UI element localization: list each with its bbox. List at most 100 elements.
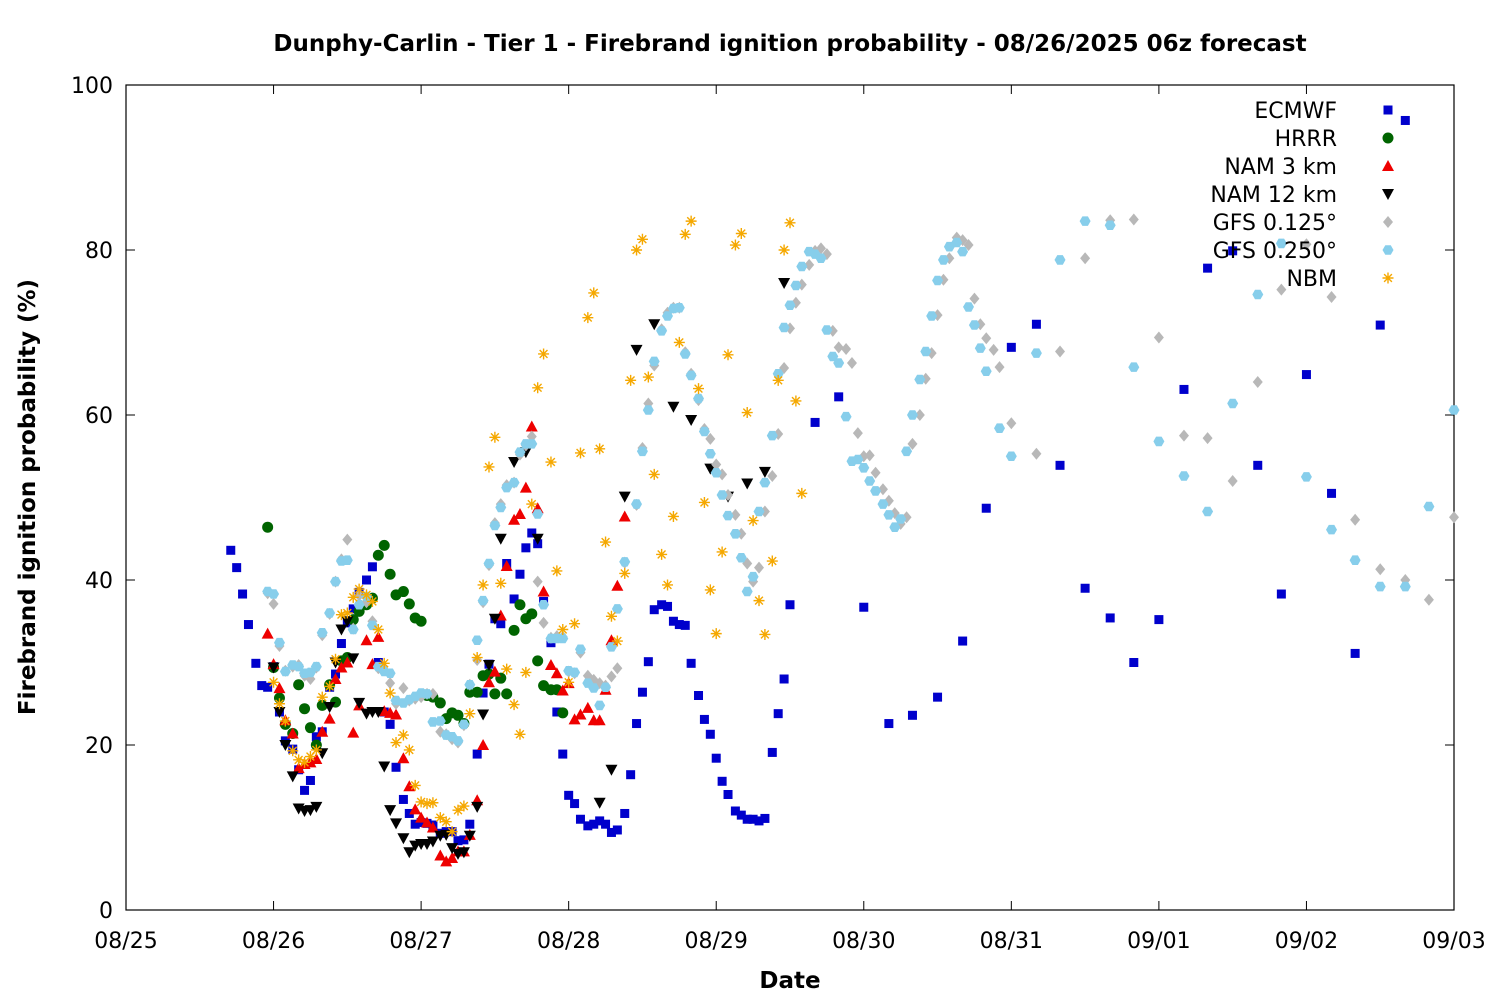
data-point (1055, 460, 1065, 470)
data-point (784, 300, 796, 310)
data-point (593, 714, 606, 726)
data-point (1080, 583, 1090, 593)
data-point (631, 499, 642, 509)
data-point (482, 659, 495, 671)
data-point (341, 607, 353, 619)
data-point (545, 456, 557, 468)
data-point (620, 808, 630, 818)
x-tick-label: 08/26 (242, 929, 305, 954)
data-point (574, 447, 586, 459)
data-point (907, 437, 918, 450)
data-point (257, 681, 267, 691)
data-point (693, 383, 705, 395)
data-point (361, 589, 373, 601)
data-point (378, 539, 390, 551)
data-point (261, 627, 274, 639)
data-point (846, 357, 857, 370)
data-point (335, 624, 348, 636)
data-point (421, 798, 433, 810)
data-point (994, 423, 1005, 433)
data-point (742, 814, 752, 824)
data-point (680, 620, 690, 630)
data-point (1300, 472, 1312, 482)
data-point (648, 468, 660, 480)
data-point (914, 409, 925, 421)
data-point (262, 521, 274, 533)
data-point (705, 432, 716, 445)
data-point (415, 796, 427, 808)
data-point (1153, 331, 1164, 344)
data-point (238, 589, 248, 599)
data-point (796, 261, 808, 272)
data-point (606, 670, 617, 683)
data-point (618, 491, 631, 503)
data-point (478, 688, 488, 698)
data-point (287, 745, 299, 757)
data-point (342, 533, 353, 546)
data-point (385, 677, 396, 690)
legend-marker (1382, 160, 1394, 171)
data-point (632, 719, 642, 729)
data-point (446, 843, 459, 855)
data-point (268, 597, 279, 610)
data-point (273, 682, 286, 694)
data-point (305, 775, 315, 785)
data-point (330, 653, 342, 665)
data-point (341, 555, 353, 565)
data-point (496, 619, 506, 629)
data-point (268, 589, 280, 599)
data-point (980, 366, 992, 376)
data-point (390, 737, 402, 749)
legend-label: HRRR (1275, 127, 1337, 152)
data-point (274, 637, 285, 648)
data-point (1202, 506, 1214, 517)
data-point (514, 447, 526, 457)
data-point (427, 717, 439, 727)
data-point (397, 752, 410, 764)
data-point (778, 278, 791, 289)
data-point (747, 515, 759, 527)
data-point (538, 616, 549, 629)
data-point (754, 561, 765, 574)
data-point (963, 302, 974, 312)
data-point (612, 825, 622, 835)
data-point (619, 567, 631, 579)
data-point (324, 680, 336, 692)
data-point (606, 827, 616, 837)
y-tick-label: 0 (99, 899, 113, 924)
data-point (1276, 589, 1286, 599)
y-tick-label: 40 (85, 569, 113, 594)
data-point (693, 393, 704, 404)
data-point (508, 513, 521, 525)
data-point (471, 801, 484, 813)
x-tick-label: 08/25 (94, 929, 157, 954)
data-point (310, 753, 323, 765)
data-point (558, 749, 568, 759)
data-point (933, 692, 943, 702)
data-point (563, 676, 575, 688)
data-point (348, 604, 358, 614)
data-point (1275, 238, 1287, 249)
data-point (477, 739, 490, 750)
data-point (465, 819, 475, 829)
data-point (421, 816, 434, 828)
data-point (323, 712, 336, 724)
data-point (790, 280, 802, 291)
data-point (273, 698, 285, 710)
data-point (426, 821, 439, 833)
data-point (575, 644, 586, 655)
data-point (1031, 319, 1041, 329)
data-point (841, 343, 852, 355)
data-point (821, 325, 833, 335)
data-point (268, 676, 280, 688)
data-point (852, 427, 863, 440)
data-point (611, 604, 623, 614)
data-point (292, 762, 305, 774)
data-point (1350, 513, 1361, 526)
data-point (649, 605, 659, 615)
data-point (263, 682, 273, 692)
data-point (293, 661, 305, 672)
data-point (840, 411, 852, 422)
data-point (415, 615, 427, 627)
data-point (656, 326, 668, 336)
